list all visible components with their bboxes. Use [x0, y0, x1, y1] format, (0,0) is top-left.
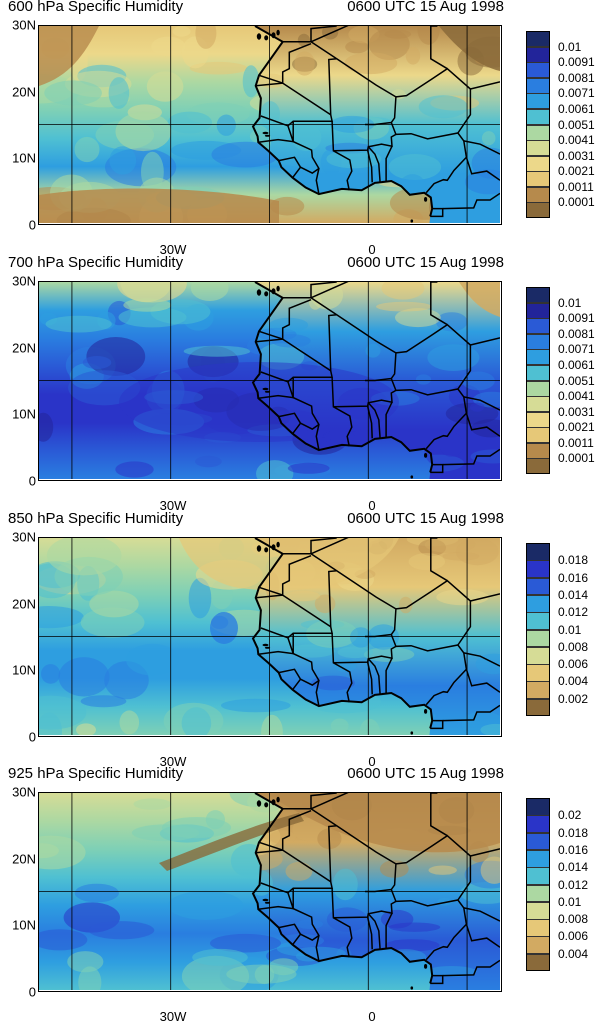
panel-datetime: 0600 UTC 15 Aug 1998: [347, 510, 504, 527]
lon-label-30w: 30W: [159, 498, 187, 513]
lat-label-30n: 30N: [12, 273, 36, 289]
lat-label-30n: 30N: [12, 17, 36, 33]
colorbar-label: 0.01: [558, 622, 582, 637]
panel-title: 600 hPa Specific Humidity: [8, 0, 184, 15]
lat-label-0: 0: [28, 729, 36, 745]
colorbar-label: 0.0081: [558, 326, 595, 341]
colorbar-label: 0.012: [558, 877, 589, 892]
colorbar-label: 0.0071: [558, 86, 595, 101]
colorbar-label: 0.016: [558, 570, 589, 585]
humidity-map: [38, 25, 502, 225]
colorbar-label: 0.012: [558, 605, 589, 620]
colorbar-label: 0.0011: [558, 179, 594, 194]
humidity-field: [39, 282, 500, 479]
lat-label-0: 0: [28, 473, 36, 489]
lon-label-0: 0: [368, 498, 376, 513]
colorbar-label: 0.0091: [558, 55, 595, 70]
lat-label-0: 0: [28, 217, 36, 233]
lat-label-30n: 30N: [12, 529, 36, 545]
colorbar-label: 0.006: [558, 657, 589, 672]
lat-label-20n: 20N: [12, 84, 36, 100]
colorbar-label: 0.0021: [558, 420, 595, 435]
lon-label-30w: 30W: [159, 754, 187, 769]
panel-datetime: 0600 UTC 15 Aug 1998: [347, 0, 504, 15]
colorbar: [526, 287, 550, 475]
colorbar-label: 0.008: [558, 639, 589, 654]
colorbar: [526, 798, 550, 972]
colorbar-label: 0.018: [558, 825, 589, 840]
panel-datetime: 0600 UTC 15 Aug 1998: [347, 765, 504, 782]
colorbar-label: 0.0031: [558, 404, 595, 419]
colorbar-label: 0.008: [558, 912, 589, 927]
colorbar-label: 0.0041: [558, 133, 595, 148]
humidity-field: [39, 538, 500, 735]
panel-850hpa: 850 hPa Specific Humidity 0600 UTC 15 Au…: [0, 510, 600, 769]
colorbar-label: 0.01: [558, 295, 582, 310]
colorbar-label: 0.0071: [558, 342, 595, 357]
colorbar-label: 0.016: [558, 842, 589, 857]
humidity-map: [38, 792, 502, 992]
colorbar-label: 0.006: [558, 929, 589, 944]
lat-label-10n: 10N: [12, 150, 36, 166]
colorbar-label: 0.0021: [558, 164, 595, 179]
lon-label-30w: 30W: [159, 1009, 187, 1024]
colorbar-label: 0.01: [558, 39, 582, 54]
panel-700hpa: 700 hPa Specific Humidity 0600 UTC 15 Au…: [0, 254, 600, 513]
colorbar-label: 0.0091: [558, 311, 595, 326]
colorbar: [526, 31, 550, 219]
panel-title: 850 hPa Specific Humidity: [8, 510, 184, 527]
colorbar-label: 0.018: [558, 553, 589, 568]
colorbar-label: 0.014: [558, 587, 589, 602]
colorbar-label: 0.0061: [558, 357, 595, 372]
panel-title: 700 hPa Specific Humidity: [8, 254, 184, 271]
panel-925hpa: 925 hPa Specific Humidity 0600 UTC 15 Au…: [0, 765, 600, 1024]
lon-label-0: 0: [368, 1009, 376, 1024]
colorbar-label: 0.0001: [558, 451, 595, 466]
panel-datetime: 0600 UTC 15 Aug 1998: [347, 254, 504, 271]
colorbar-label: 0.0001: [558, 195, 595, 210]
lat-label-10n: 10N: [12, 662, 36, 678]
lat-label-30n: 30N: [12, 784, 36, 800]
colorbar-label: 0.004: [558, 674, 589, 689]
colorbar-label: 0.002: [558, 691, 589, 706]
colorbar-label: 0.0031: [558, 148, 595, 163]
lat-label-10n: 10N: [12, 917, 36, 933]
colorbar-label: 0.0011: [558, 435, 594, 450]
lon-label-0: 0: [368, 242, 376, 257]
colorbar-label: 0.0051: [558, 117, 595, 132]
colorbar-label: 0.0041: [558, 389, 595, 404]
lat-label-20n: 20N: [12, 596, 36, 612]
colorbar-label: 0.0081: [558, 70, 595, 85]
lat-label-20n: 20N: [12, 851, 36, 867]
colorbar-label: 0.014: [558, 860, 589, 875]
colorbar-label: 0.0051: [558, 373, 595, 388]
humidity-map: [38, 281, 502, 481]
lon-label-30w: 30W: [159, 242, 187, 257]
humidity-field: [39, 793, 500, 990]
panel-600hpa: 600 hPa Specific Humidity 0600 UTC 15 Au…: [0, 0, 600, 257]
panel-title: 925 hPa Specific Humidity: [8, 765, 184, 782]
lat-label-20n: 20N: [12, 340, 36, 356]
colorbar-label: 0.02: [558, 808, 582, 823]
lat-label-10n: 10N: [12, 406, 36, 422]
lon-label-0: 0: [368, 754, 376, 769]
humidity-map: [38, 537, 502, 737]
colorbar: [526, 543, 550, 717]
colorbar-label: 0.004: [558, 946, 589, 961]
colorbar-label: 0.0061: [558, 101, 595, 116]
humidity-field: [39, 26, 500, 223]
colorbar-label: 0.01: [558, 894, 582, 909]
lat-label-0: 0: [28, 984, 36, 1000]
